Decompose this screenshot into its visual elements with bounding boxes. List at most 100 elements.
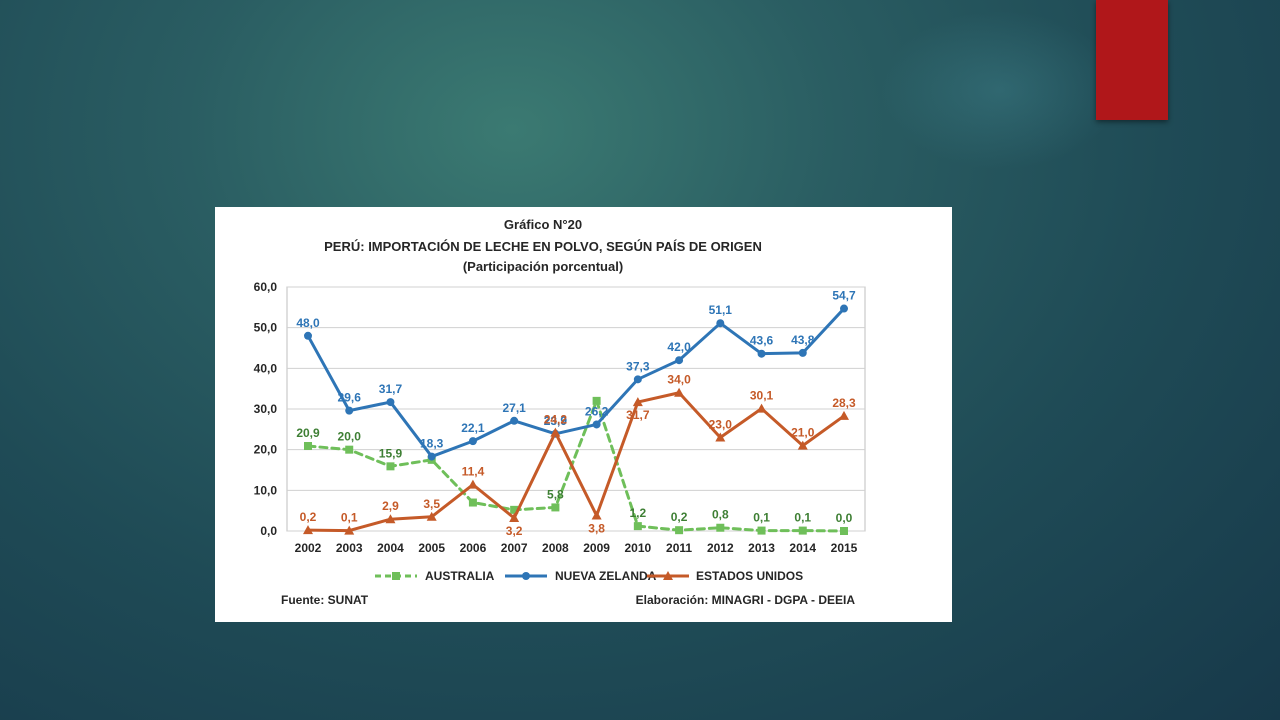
data-point <box>550 427 561 437</box>
data-label: 42,0 <box>667 340 691 354</box>
data-point <box>467 479 478 489</box>
data-label: 26,2 <box>585 404 609 418</box>
data-label: 3,8 <box>588 522 605 536</box>
x-tick-label: 2013 <box>748 541 775 555</box>
data-label: 0,2 <box>671 510 688 524</box>
x-tick-label: 2011 <box>666 541 692 555</box>
data-point <box>510 416 519 425</box>
data-point <box>840 527 848 535</box>
series-nueva-zelanda: 48,0 29,6 31,7 18,3 22,1 27,1 23,9 26,2 37,3 42,0… <box>296 289 856 461</box>
data-point <box>510 505 519 514</box>
chart-title: PERÚ: IMPORTACIÓN DE LECHE EN POLVO, SEG… <box>324 239 762 254</box>
series-line <box>306 391 846 533</box>
x-tick-label: 2015 <box>831 541 858 555</box>
legend-marker <box>663 571 673 580</box>
series-line <box>306 399 846 533</box>
x-tick-label: 2004 <box>377 541 404 555</box>
data-label: 11,4 <box>462 465 485 479</box>
data-label: 18,3 <box>420 437 444 451</box>
y-tick-label: 0,0 <box>260 524 277 538</box>
data-point <box>715 432 726 442</box>
x-tick-label: 2003 <box>336 541 363 555</box>
data-point <box>468 498 477 507</box>
legend-item-estados-unidos: ESTADOS UNIDOS <box>647 569 803 583</box>
credit-note: Elaboración: MINAGRI - DGPA - DEEIA <box>636 593 856 607</box>
data-label: 3,5 <box>423 497 440 511</box>
data-point <box>632 397 643 407</box>
figure-label: Gráfico N°20 <box>504 217 582 232</box>
data-label: 0,1 <box>753 511 770 525</box>
y-tick-label: 60,0 <box>254 280 278 294</box>
data-label: 21,0 <box>791 426 815 440</box>
data-point <box>345 406 354 415</box>
data-point <box>304 442 312 451</box>
x-tick-label: 2005 <box>418 541 445 555</box>
x-tick-label: 2014 <box>789 541 816 555</box>
y-tick-label: 10,0 <box>254 483 278 497</box>
data-point <box>756 403 767 413</box>
chart-figure: Gráfico N°20 PERÚ: IMPORTACIÓN DE LECHE … <box>215 207 952 622</box>
legend-label: ESTADOS UNIDOS <box>696 569 803 583</box>
data-point <box>716 523 725 532</box>
source-note: Fuente: SUNAT <box>281 593 369 607</box>
data-point <box>427 452 436 461</box>
chart-subtitle: (Participación porcentual) <box>463 259 623 274</box>
data-point <box>757 349 766 358</box>
data-point <box>304 331 312 340</box>
x-tick-label: 2002 <box>295 541 322 555</box>
data-point <box>798 348 807 357</box>
data-label: 48,0 <box>296 316 320 330</box>
series-estados-unidos: 0,2 0,1 2,9 3,5 11,4 3,2 24,2 3,8 31,7 34,0 23,0 30… <box>300 373 856 538</box>
y-tick-label: 20,0 <box>254 443 278 457</box>
accent-bar <box>1096 0 1168 120</box>
data-label: 54,7 <box>832 289 856 303</box>
data-label: 51,1 <box>709 303 733 317</box>
data-point <box>633 522 642 531</box>
data-point <box>385 514 396 524</box>
data-label: 0,8 <box>712 508 729 522</box>
data-label: 0,2 <box>300 510 317 524</box>
legend-label: AUSTRALIA <box>425 569 495 583</box>
data-point <box>592 396 601 405</box>
x-tick-label: 2006 <box>460 541 487 555</box>
data-point <box>303 525 313 535</box>
data-label: 20,0 <box>338 430 362 444</box>
data-point <box>839 410 849 420</box>
data-label: 24,2 <box>544 413 568 427</box>
x-tick-label: 2007 <box>501 541 528 555</box>
data-label: 5,8 <box>547 487 564 501</box>
data-label: 30,1 <box>750 389 774 403</box>
data-point <box>468 437 477 446</box>
data-label: 2,9 <box>382 499 399 513</box>
legend-marker <box>392 572 400 580</box>
data-label: 27,1 <box>502 401 526 415</box>
series-line <box>306 307 846 459</box>
data-label: 22,1 <box>461 421 485 435</box>
data-label: 23,0 <box>709 417 733 431</box>
data-label: 1,2 <box>630 506 647 520</box>
x-tick-label: 2008 <box>542 541 569 555</box>
data-point <box>633 375 642 384</box>
data-label: 31,7 <box>379 382 403 396</box>
data-point <box>386 398 395 407</box>
data-label: 43,6 <box>750 334 774 348</box>
x-tick-label: 2010 <box>624 541 651 555</box>
data-point <box>551 503 560 512</box>
y-tick-label: 30,0 <box>254 402 278 416</box>
data-label: 0,1 <box>794 511 811 525</box>
data-point <box>386 462 395 471</box>
data-point <box>840 304 848 313</box>
data-point <box>674 387 685 397</box>
data-label: 29,6 <box>338 391 362 405</box>
data-point <box>675 356 684 365</box>
data-point <box>797 440 808 450</box>
data-point <box>757 526 766 535</box>
background-glow <box>880 10 1120 170</box>
data-label: 37,3 <box>626 359 650 373</box>
data-point <box>345 445 354 454</box>
series-australia: 20,9 20,0 15,9 5,8 1,2 0,2 0,8 0,1 0,1 0,0 <box>296 396 853 535</box>
data-point <box>426 511 437 521</box>
x-tick-label: 2009 <box>583 541 610 555</box>
data-label: 15,9 <box>379 446 403 460</box>
data-label: 43,8 <box>791 333 815 347</box>
